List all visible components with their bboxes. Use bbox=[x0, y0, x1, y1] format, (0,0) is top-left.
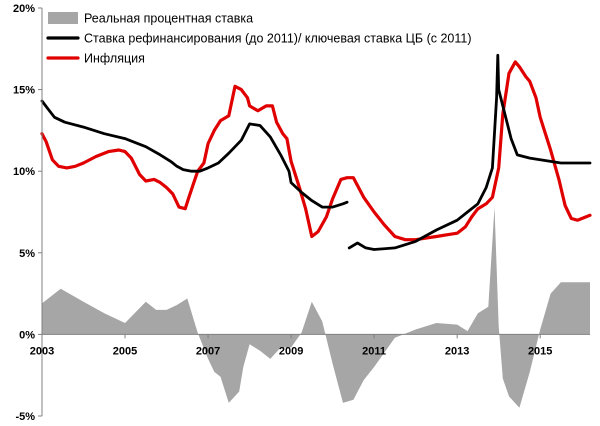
real-rate-area-layer bbox=[42, 207, 590, 408]
legend: Реальная процентная ставка Ставка рефинан… bbox=[46, 12, 472, 66]
legend-inflation: Инфляция bbox=[46, 52, 145, 66]
x-tick-label: 2011 bbox=[362, 345, 386, 357]
plot-area bbox=[40, 53, 592, 408]
refinancing-rate-line-segment-1 bbox=[40, 99, 349, 209]
refinancing-rate-line-segment-2 bbox=[347, 53, 592, 251]
x-tick-label: 2013 bbox=[445, 345, 469, 357]
y-tick-label: 15% bbox=[13, 85, 35, 97]
lines-layer bbox=[40, 53, 592, 251]
y-tick-label: -5% bbox=[15, 411, 35, 423]
legend-label: Реальная процентная ставка bbox=[84, 12, 253, 26]
y-tick-label: 10% bbox=[13, 166, 35, 178]
x-axis-ticks: 2003 2005 2007 2009 2011 2013 2015 bbox=[30, 334, 552, 357]
y-tick-label: 20% bbox=[13, 3, 35, 15]
x-tick-label: 2005 bbox=[113, 345, 137, 357]
inflation-line bbox=[40, 60, 592, 242]
y-tick-label: 0% bbox=[19, 329, 35, 341]
legend-label: Инфляция bbox=[84, 52, 145, 66]
y-axis-ticks: 20% 15% 10% 5% 0% -5% bbox=[13, 3, 42, 423]
y-tick-label: 5% bbox=[19, 248, 35, 260]
legend-real-rate: Реальная процентная ставка bbox=[48, 12, 253, 26]
x-tick-label: 2009 bbox=[279, 345, 303, 357]
legend-swatch-area bbox=[48, 12, 78, 24]
axes: 20% 15% 10% 5% 0% -5% 2003 2005 2007 2009 2011 201… bbox=[13, 3, 590, 423]
x-tick-label: 2007 bbox=[196, 345, 220, 357]
real-rate-area bbox=[42, 207, 590, 408]
legend-refinancing-rate: Ставка рефинансирования (до 2011)/ ключе… bbox=[46, 32, 472, 46]
legend-label: Ставка рефинансирования (до 2011)/ ключе… bbox=[84, 32, 472, 46]
x-tick-label: 2003 bbox=[30, 345, 54, 357]
x-tick-label: 2015 bbox=[528, 345, 552, 357]
